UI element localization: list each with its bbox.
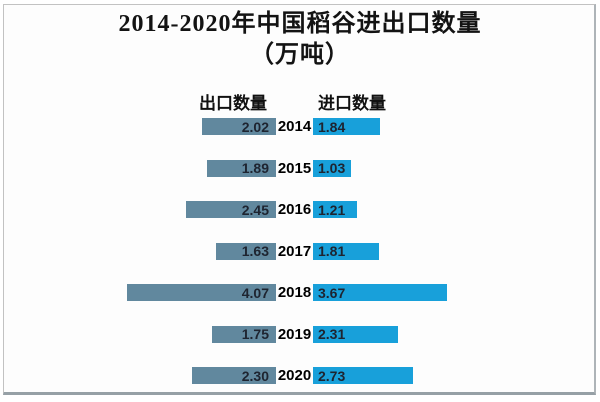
import-bar: 2.31 (313, 325, 398, 343)
chart-row-2014: 2.02 2014 1.84 (4, 118, 592, 135)
import-value-label: 2.31 (318, 326, 346, 342)
import-zone: 1.03 (313, 159, 592, 177)
export-bar: 1.75 (212, 325, 276, 343)
export-zone: 2.02 (4, 118, 276, 135)
import-value-label: 3.67 (318, 284, 346, 301)
import-bar: 1.81 (313, 242, 379, 260)
chart-title-block: 2014-2020年中国稻谷进出口数量 （万吨） (0, 9, 600, 70)
chart-title: 2014-2020年中国稻谷进出口数量 (118, 11, 482, 37)
year-label: 2014 (277, 118, 312, 135)
import-bar: 1.84 (313, 118, 380, 135)
import-value-label: 1.84 (318, 118, 346, 135)
export-bar: 2.30 (192, 367, 276, 384)
year-label: 2019 (277, 325, 312, 343)
chart-row-2017: 1.63 2017 1.81 (4, 242, 592, 260)
import-zone: 1.21 (313, 201, 592, 218)
import-bar: 1.03 (313, 159, 351, 177)
import-value-label: 1.81 (318, 243, 346, 259)
export-value-label: 2.02 (241, 118, 269, 135)
chart-frame-border (3, 4, 596, 395)
chart-row-2016: 2.45 2016 1.21 (4, 201, 592, 218)
export-value-label: 4.07 (241, 284, 269, 301)
import-bar: 3.67 (313, 284, 447, 301)
import-bar: 2.73 (313, 367, 413, 384)
chart-row-2019: 1.75 2019 2.31 (4, 325, 592, 343)
export-bar: 1.63 (216, 242, 276, 260)
export-value-label: 1.63 (241, 243, 269, 259)
export-bar: 2.45 (186, 201, 276, 218)
chart-row-2015: 1.89 2015 1.03 (4, 159, 592, 177)
year-label: 2015 (277, 159, 312, 177)
chart-subtitle: （万吨） (250, 41, 350, 68)
export-zone: 2.30 (4, 367, 276, 384)
export-bar: 1.89 (207, 159, 276, 177)
year-label: 2016 (277, 201, 312, 218)
bar-rows-container: 2.02 2014 1.84 1.89 2015 1.03 2.45 2016 1.21 1.63… (4, 118, 592, 384)
legend-export-label: 出口数量 (199, 94, 267, 113)
export-value-label: 1.89 (241, 160, 269, 176)
import-zone: 3.67 (313, 284, 592, 301)
import-value-label: 1.03 (318, 160, 346, 176)
year-label: 2020 (277, 367, 312, 384)
export-bar: 4.07 (127, 284, 276, 301)
legend-import-label: 进口数量 (318, 94, 386, 113)
import-zone: 1.81 (313, 242, 592, 260)
legend: 出口数量 进口数量 (4, 89, 592, 114)
export-value-label: 1.75 (241, 326, 269, 342)
export-bar: 2.02 (202, 118, 276, 135)
import-zone: 2.73 (313, 367, 592, 384)
export-zone: 4.07 (4, 284, 276, 301)
import-value-label: 1.21 (318, 201, 346, 218)
import-value-label: 2.73 (318, 367, 346, 384)
import-bar: 1.21 (313, 201, 357, 218)
import-zone: 1.84 (313, 118, 592, 135)
chart-row-2018: 4.07 2018 3.67 (4, 284, 592, 301)
import-zone: 2.31 (313, 325, 592, 343)
chart-row-2020: 2.30 2020 2.73 (4, 367, 592, 384)
export-zone: 1.89 (4, 159, 276, 177)
export-zone: 1.63 (4, 242, 276, 260)
export-value-label: 2.30 (241, 367, 269, 384)
year-label: 2018 (277, 284, 312, 301)
export-value-label: 2.45 (241, 201, 269, 218)
export-zone: 1.75 (4, 325, 276, 343)
export-zone: 2.45 (4, 201, 276, 218)
year-label: 2017 (277, 242, 312, 260)
